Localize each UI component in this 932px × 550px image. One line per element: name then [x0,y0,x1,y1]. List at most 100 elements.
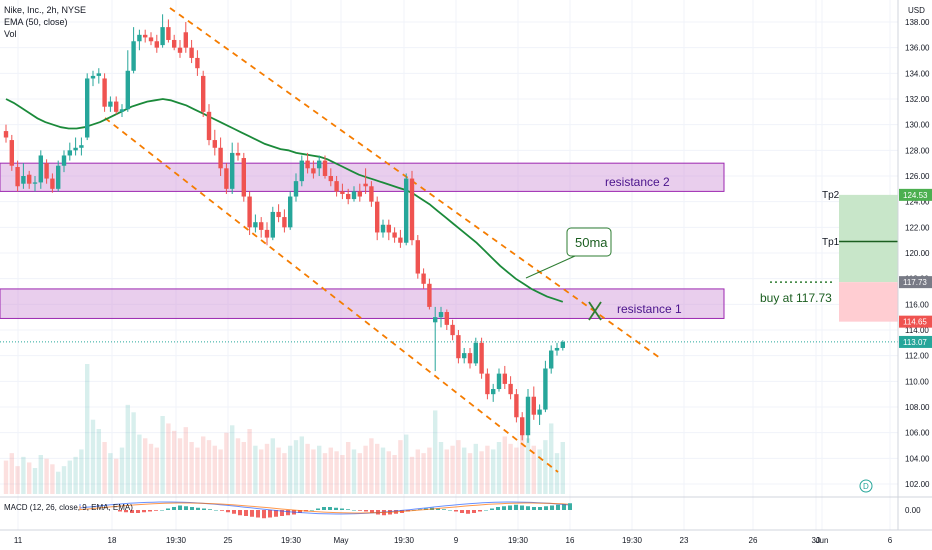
candle-body [560,341,565,348]
candle [114,96,119,115]
candle [328,168,333,187]
last-price-badge [899,335,932,348]
tp1-label[interactable]: Tp1 [822,237,840,248]
volume-bar [514,447,519,494]
volume-bar [438,442,444,494]
volume-legend[interactable]: Vol [4,29,17,39]
candle-body [137,34,142,42]
macd-histogram-bar [244,510,248,516]
candle-body [259,222,264,230]
candle [340,183,345,200]
volume-bar [114,458,119,494]
candle-body [421,273,426,284]
candle [311,160,316,179]
candle [241,152,246,202]
resistance-2-label[interactable]: resistance 2 [605,175,670,189]
time-tick-label: 19:30 [281,536,302,545]
candle-body [143,34,148,38]
macd-histogram-bar [202,508,206,510]
annotations[interactable]: resistance 2 resistance 1 50ma buy at 117.7… [525,175,873,493]
macd-histogram-bar [208,509,212,510]
tp2-label[interactable]: Tp2 [822,190,840,201]
volume-bar [3,460,9,494]
candle-body [230,152,235,189]
currency-label[interactable]: USD [908,6,925,15]
candle-body [462,353,467,359]
volume-bar [427,447,432,494]
candle-body [276,211,281,218]
ma-callout-label[interactable]: 50ma [575,235,608,250]
candle-body [322,160,328,176]
stop-loss-area[interactable] [839,282,898,322]
long-position-tool[interactable] [0,194,898,343]
price-tick-label: 104.00 [905,454,930,463]
volume-bar [525,438,531,494]
candle-body [514,394,519,418]
candle-body [467,353,473,364]
time-axis[interactable]: 11 18 19:30 25 19:30 May 19:30 9 19:30 16 19:30 23 2… [14,536,893,545]
candle [514,389,519,423]
candle [137,29,142,51]
time-tick-label: 18 [108,536,117,545]
channel-lower-line[interactable] [104,117,559,473]
macd-histogram-bar [196,507,200,510]
resistance-1-zone[interactable] [0,288,725,319]
candle [386,219,391,241]
price-tick-label: 112.00 [905,352,929,361]
channel-upper-line[interactable] [169,7,661,359]
symbol-title[interactable]: Nike, Inc., 2h, NYSE [4,5,87,15]
volume-bar [462,447,467,494]
candle [143,29,148,43]
resistance-2-zone[interactable] [0,162,725,192]
candle-body [85,78,90,138]
price-axis[interactable]: USD 138.00 136.00 134.00 132.00 130.00 128.00 1… [897,0,932,530]
candle-body [264,229,270,238]
time-tick-label: 19:30 [166,536,187,545]
resistance-1-label[interactable]: resistance 1 [617,302,682,316]
candle-body [50,178,55,189]
volume-bar [299,436,304,494]
candle-body [328,176,333,182]
macd-legend[interactable]: MACD (12, 26, close, 9, EMA, EMA) [4,503,133,512]
candle-body [125,70,130,110]
time-tick-label: 9 [454,536,459,545]
candle [15,160,20,192]
volume-bar [183,427,188,494]
volume-bar [508,443,513,494]
dividend-marker[interactable] [859,479,873,493]
candle-body [282,217,287,228]
volume-bar [276,447,281,494]
candle-body [119,109,125,112]
volume-bar [61,466,67,494]
volume-bar [224,432,229,494]
macd-histogram-bar [556,504,560,510]
time-tick-label: 19:30 [394,536,415,545]
descending-channel[interactable] [104,7,661,473]
ema-legend[interactable]: EMA (50, close) [4,17,68,27]
buy-label[interactable]: buy at 117.73 [760,291,832,305]
stop-price-badge-text: 114.65 [903,318,927,327]
volume-bar [537,449,542,494]
candle [201,70,206,117]
candle [554,342,560,356]
volume-bar [351,449,357,494]
candle-body [235,152,241,156]
macd-histogram-bar [454,510,458,512]
macd-histogram-bar [142,510,146,513]
candle-body [15,167,20,187]
entry-price-badge-text: 117.73 [903,278,927,287]
take-profit-area[interactable] [839,194,898,283]
ma-callout-box[interactable] [566,227,612,257]
volume-bar [67,460,72,494]
volume-bar [340,455,345,494]
candle-body [288,196,293,228]
price-tick-label: 114.00 [905,326,929,335]
candle [276,204,281,223]
volume-bar [543,440,548,494]
macd-histogram-bar [172,507,176,510]
candle [38,150,43,189]
candle [433,306,438,372]
ma-callout-pointer [525,255,576,279]
candle-body [357,191,362,197]
